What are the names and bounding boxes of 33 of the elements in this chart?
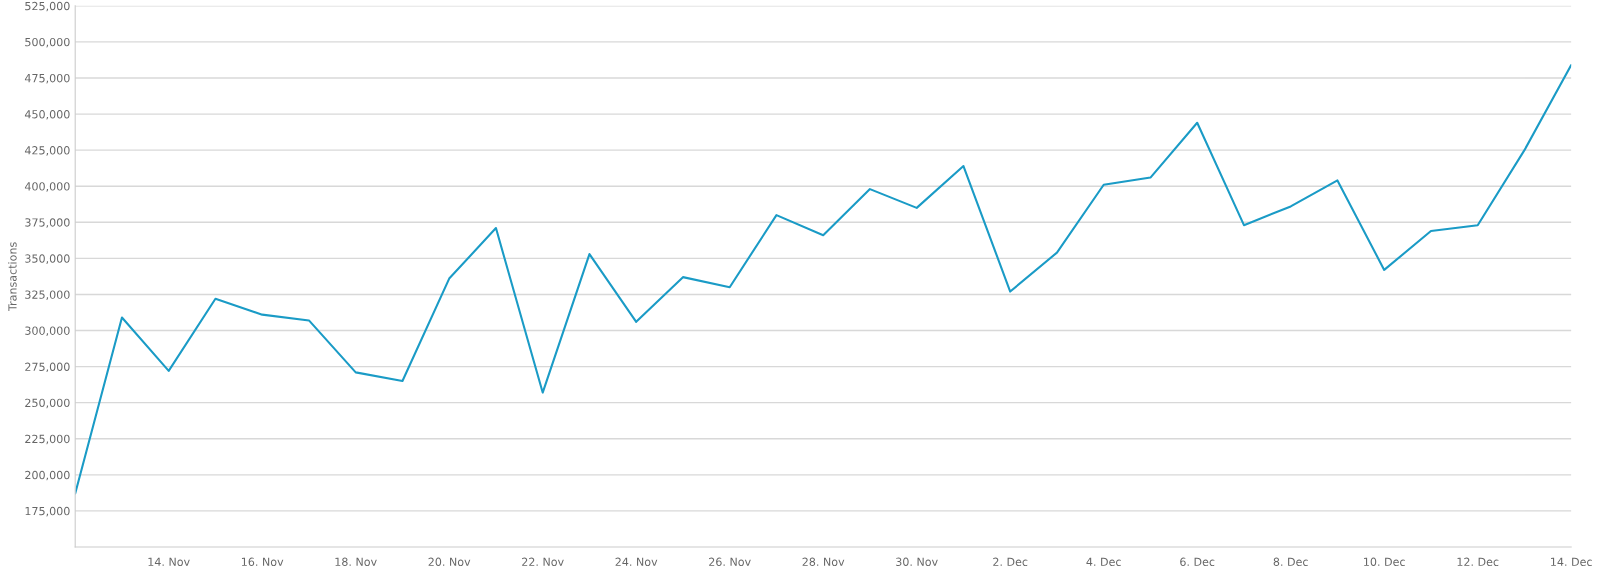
x-tick-label: 10. Dec bbox=[1364, 557, 1405, 566]
y-axis-title: Transactions bbox=[8, 242, 17, 312]
x-tick-label: 18. Nov bbox=[335, 557, 377, 566]
y-tick-label: 400,000 bbox=[24, 182, 70, 192]
x-tick-label: 6. Dec bbox=[1180, 557, 1215, 566]
x-tick-label: 4. Dec bbox=[1086, 557, 1121, 566]
y-tick-label: 500,000 bbox=[25, 37, 70, 48]
x-tick-label: 14. Dec bbox=[1551, 557, 1592, 566]
y-tick-label: 350,000 bbox=[25, 254, 70, 264]
line-series bbox=[75, 63, 1572, 495]
y-tick-label: 425,000 bbox=[24, 146, 70, 156]
x-tick-label: 14. Nov bbox=[148, 557, 190, 566]
y-tick-label: 525,000 bbox=[25, 1, 70, 12]
x-tick-label: 8. Dec bbox=[1273, 557, 1308, 566]
y-tick-label: 325,000 bbox=[25, 290, 70, 300]
x-tick-label: 28. Nov bbox=[802, 557, 845, 566]
x-tick-label: 12. Dec bbox=[1457, 557, 1499, 566]
y-tick-label: 375,000 bbox=[25, 218, 70, 228]
x-tick-label: 24. Nov bbox=[615, 557, 658, 566]
y-tick-label: 200,000 bbox=[25, 470, 70, 481]
x-tick-label: 22. Nov bbox=[522, 557, 564, 566]
y-tick-label: 450,000 bbox=[24, 110, 70, 120]
x-tick-label: 2. Dec bbox=[993, 557, 1028, 566]
x-tick-label: 20. Nov bbox=[428, 557, 471, 566]
x-tick-label: 30. Nov bbox=[896, 557, 938, 566]
y-tick-label: 225,000 bbox=[25, 434, 70, 445]
y-tick-label: 300,000 bbox=[25, 326, 70, 337]
y-tick-label: 250,000 bbox=[25, 398, 70, 409]
y-tick-label: 475,000 bbox=[24, 73, 70, 84]
x-tick-label: 26. Nov bbox=[709, 557, 751, 566]
y-tick-label: 175,000 bbox=[25, 506, 70, 517]
y-tick-label: 275,000 bbox=[25, 362, 70, 373]
x-tick-label: 16. Nov bbox=[241, 557, 284, 566]
